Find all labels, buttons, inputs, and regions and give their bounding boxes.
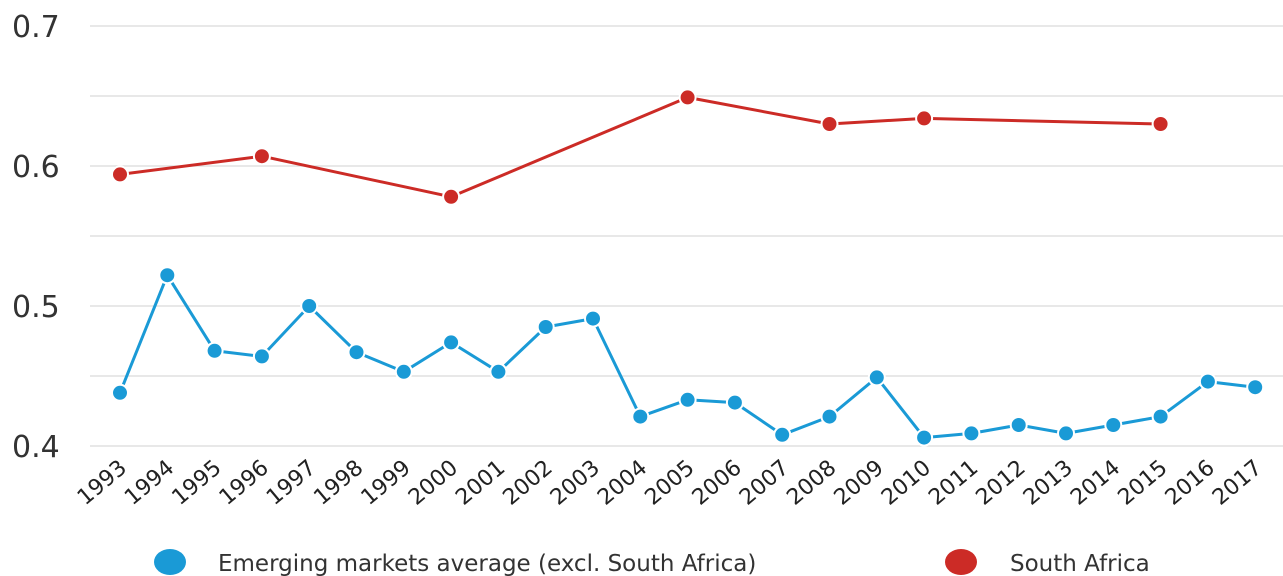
x-tick-label: 2006 xyxy=(688,455,747,510)
data-point-emerging-markets xyxy=(300,297,319,315)
data-point-emerging-markets xyxy=(1057,424,1075,443)
data-point-emerging-markets xyxy=(1246,378,1265,397)
data-point-south-africa xyxy=(111,165,129,184)
legend-label-emerging-markets: Emerging markets average (excl. South Af… xyxy=(218,551,756,576)
y-tick-label: 0.7 xyxy=(12,10,60,45)
x-tick-label: 2000 xyxy=(404,455,463,510)
data-point-emerging-markets xyxy=(1104,416,1123,434)
data-point-south-africa xyxy=(915,109,934,128)
data-point-emerging-markets xyxy=(205,341,224,360)
x-tick-label: 2008 xyxy=(782,455,841,510)
y-tick-label: 0.4 xyxy=(12,430,60,465)
data-point-emerging-markets xyxy=(1151,407,1170,426)
data-point-south-africa xyxy=(820,115,839,133)
x-tick-label: 2009 xyxy=(830,455,889,510)
data-point-emerging-markets xyxy=(442,333,461,352)
data-point-south-africa xyxy=(1151,115,1170,133)
x-tick-label: 2004 xyxy=(593,455,652,510)
x-tick-label: 2012 xyxy=(972,455,1031,510)
y-tick-label: 0.5 xyxy=(12,290,60,325)
x-tick-label: 1998 xyxy=(309,455,368,510)
x-tick-label: 2001 xyxy=(451,455,510,510)
data-point-emerging-markets xyxy=(915,428,934,447)
x-tick-label: 2003 xyxy=(546,455,605,510)
data-point-emerging-markets xyxy=(962,424,981,443)
x-tick-label: 1997 xyxy=(262,455,321,510)
data-point-emerging-markets xyxy=(347,343,366,362)
data-point-emerging-markets xyxy=(867,368,886,387)
legend-item-south-africa: South Africa xyxy=(945,549,1150,576)
data-point-emerging-markets xyxy=(536,318,555,336)
x-tick-label: 2015 xyxy=(1113,455,1172,510)
x-tick-label: 2016 xyxy=(1161,455,1220,510)
x-tick-label: 1993 xyxy=(73,455,132,510)
legend-label-south-africa: South Africa xyxy=(1010,551,1150,576)
x-tick-label: 2007 xyxy=(735,455,794,510)
legend-swatch-south-africa xyxy=(945,549,977,575)
data-point-south-africa xyxy=(252,147,271,166)
data-point-emerging-markets xyxy=(252,347,271,366)
x-tick-label: 2011 xyxy=(924,455,983,510)
series-layer xyxy=(111,88,1265,447)
x-tick-label: 2013 xyxy=(1019,455,1078,510)
data-point-emerging-markets xyxy=(678,390,697,409)
legend-item-emerging-markets: Emerging markets average (excl. South Af… xyxy=(154,549,756,576)
x-tick-label: 2010 xyxy=(877,455,936,510)
data-point-emerging-markets xyxy=(584,309,602,328)
data-point-emerging-markets xyxy=(111,383,129,402)
y-tick-label: 0.6 xyxy=(12,150,60,185)
data-point-emerging-markets xyxy=(394,362,413,381)
series-line-south-africa xyxy=(119,95,1161,199)
legend: Emerging markets average (excl. South Af… xyxy=(154,549,1150,576)
series-line-emerging-markets xyxy=(118,273,1256,440)
data-point-south-africa xyxy=(678,88,697,107)
data-point-emerging-markets xyxy=(1009,416,1028,434)
x-tick-label: 1999 xyxy=(357,455,416,510)
data-point-south-africa xyxy=(442,187,461,206)
data-point-emerging-markets xyxy=(158,266,177,285)
legend-swatch-emerging-markets xyxy=(154,549,186,575)
y-axis-ticks: 0.4 0.5 0.6 0.7 xyxy=(12,10,60,465)
x-tick-label: 2005 xyxy=(640,455,699,510)
data-point-emerging-markets xyxy=(820,407,839,426)
data-point-emerging-markets xyxy=(1198,372,1217,391)
data-point-emerging-markets xyxy=(631,407,650,426)
data-point-emerging-markets xyxy=(489,362,508,381)
data-point-emerging-markets xyxy=(773,425,792,444)
x-axis-ticks: 1993199419951996199719981999200020012002… xyxy=(73,455,1267,510)
x-tick-label: 1994 xyxy=(120,455,179,510)
x-tick-label: 1995 xyxy=(167,455,226,510)
x-tick-label: 2002 xyxy=(499,455,558,510)
x-tick-label: 2017 xyxy=(1208,455,1267,510)
x-tick-label: 1996 xyxy=(215,455,274,510)
x-tick-label: 2014 xyxy=(1066,455,1125,510)
data-point-emerging-markets xyxy=(725,393,744,412)
